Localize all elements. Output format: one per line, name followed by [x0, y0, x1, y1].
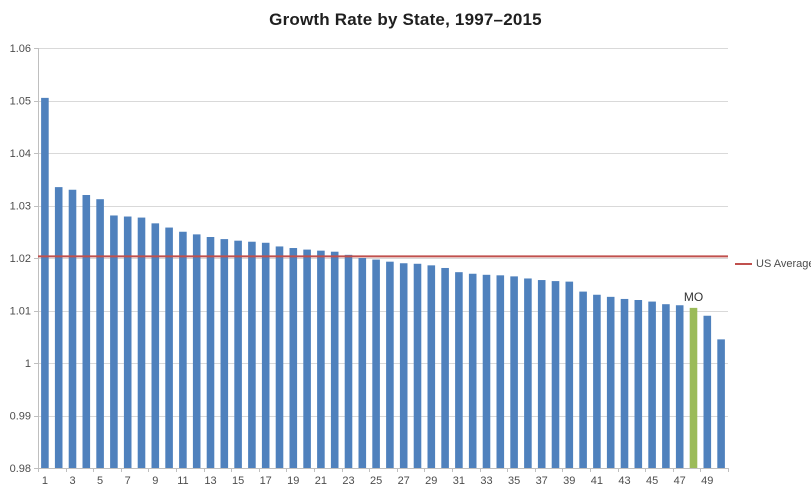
us-average-label: US Average	[756, 258, 811, 270]
y-tick-label: 1.04	[10, 148, 31, 160]
bar	[192, 234, 201, 468]
x-tick-label: 27	[398, 475, 410, 487]
bar	[634, 300, 643, 468]
y-tick-label: 1	[25, 358, 31, 370]
bar	[606, 296, 615, 468]
bar-highlight-mo	[689, 307, 698, 468]
y-tick-label: 1.05	[10, 96, 31, 108]
x-tick-label: 37	[536, 475, 548, 487]
x-tick-label: 13	[204, 475, 216, 487]
bar	[358, 258, 367, 468]
bar	[399, 263, 408, 468]
bar	[413, 263, 422, 468]
x-tick-label: 41	[591, 475, 603, 487]
bar	[579, 291, 587, 468]
bar	[675, 305, 684, 468]
bar	[496, 275, 505, 468]
x-tick-label: 9	[152, 475, 158, 487]
bar	[510, 276, 518, 468]
x-tick-label: 21	[315, 475, 327, 487]
bar	[96, 199, 104, 468]
bar	[620, 298, 629, 468]
x-tick-label: 29	[425, 475, 437, 487]
bar	[234, 240, 242, 468]
bar	[165, 227, 173, 468]
x-tick-label: 15	[232, 475, 244, 487]
bar	[123, 216, 132, 468]
bar	[386, 261, 394, 468]
bar	[427, 265, 436, 468]
bar	[151, 223, 160, 468]
bar	[482, 274, 491, 468]
y-tick-label: 1.01	[10, 306, 31, 318]
bar	[248, 241, 256, 468]
us-average-line-swatch	[735, 263, 752, 265]
bar	[468, 273, 477, 468]
bar	[717, 339, 725, 468]
x-tick-label: 39	[563, 475, 575, 487]
bar	[551, 281, 560, 468]
bar	[68, 189, 77, 468]
x-tick-label: 33	[480, 475, 492, 487]
bar	[441, 267, 449, 468]
y-tick-label: 0.98	[10, 463, 31, 475]
bar	[344, 254, 353, 468]
x-tick-label: 3	[69, 475, 75, 487]
bar	[206, 237, 215, 468]
y-tick-label: 1.03	[10, 201, 31, 213]
x-tick-label: 5	[97, 475, 103, 487]
x-tick-label: 35	[508, 475, 520, 487]
x-tick-label: 49	[701, 475, 713, 487]
y-tick-label: 1.06	[10, 43, 31, 55]
bar	[303, 249, 311, 468]
x-tick-label: 19	[287, 475, 299, 487]
bar	[537, 280, 546, 468]
bar	[648, 301, 656, 468]
bar	[372, 259, 380, 468]
mo-annotation: MO	[684, 290, 703, 304]
x-tick-label: 31	[453, 475, 465, 487]
bar	[137, 217, 146, 468]
legend-us-average: US Average	[735, 258, 811, 270]
x-tick-label: 23	[342, 475, 354, 487]
bar	[289, 248, 298, 468]
bar	[41, 97, 49, 468]
bar	[275, 246, 284, 468]
x-tick-label: 17	[260, 475, 272, 487]
bar	[110, 215, 118, 468]
x-tick-label: 25	[370, 475, 382, 487]
y-tick-label: 0.99	[10, 411, 31, 423]
bar	[703, 315, 712, 468]
bar	[330, 251, 339, 468]
bar	[662, 304, 670, 468]
chart-title: Growth Rate by State, 1997–2015	[269, 10, 542, 29]
bar	[524, 278, 532, 468]
bar	[220, 239, 229, 468]
bar	[455, 272, 463, 468]
bar	[82, 195, 91, 468]
bar	[317, 250, 325, 468]
bar	[54, 187, 63, 468]
bar	[593, 294, 601, 468]
x-tick-label: 7	[125, 475, 131, 487]
y-tick-label: 1.02	[10, 253, 31, 265]
x-tick-label: 47	[674, 475, 686, 487]
x-tick-label: 43	[618, 475, 630, 487]
x-tick-label: 1	[42, 475, 48, 487]
bar	[261, 242, 270, 468]
bar	[565, 281, 574, 468]
x-tick-label: 11	[177, 475, 188, 487]
bar	[179, 231, 187, 468]
x-tick-label: 45	[646, 475, 658, 487]
